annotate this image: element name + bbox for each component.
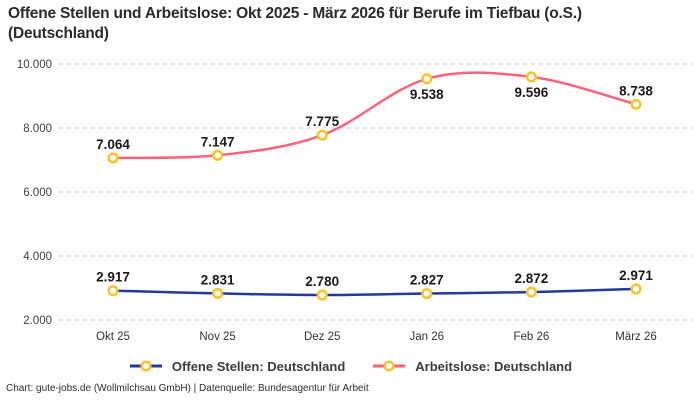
y-axis-tick-label: 10.000: [17, 59, 52, 71]
data-point-label: 2.917: [96, 270, 130, 285]
legend-line-marker-icon: [129, 360, 162, 372]
data-point-label: 2.780: [305, 274, 339, 289]
data-point-label: 7.147: [201, 134, 235, 149]
data-point-label: 2.827: [410, 273, 444, 288]
chart-title-line-2: (Deutschland): [8, 25, 109, 43]
legend-item: Arbeitslose: Deutschland: [371, 359, 572, 374]
chart-title: Offene Stellen und Arbeitslose: Okt 2025…: [8, 4, 668, 45]
data-point-label: 2.872: [515, 271, 549, 286]
legend-label: Arbeitslose: Deutschland: [415, 358, 573, 374]
line-chart: 2.000 4.000 6.000 8.000 10.000 Okt 25 Nov 25 De…: [17, 59, 693, 343]
data-point-marker[interactable]: [212, 287, 224, 299]
chart-title-line-1: Offene Stellen und Arbeitslose: Okt 2025…: [8, 5, 582, 22]
series-line: [111, 71, 638, 160]
x-axis-tick-label: März 26: [615, 331, 657, 343]
data-point-label: 9.596: [515, 85, 549, 100]
legend-label: Offene Stellen: Deutschland: [171, 358, 346, 374]
data-point-label: 2.831: [201, 272, 235, 287]
series-line: [111, 287, 638, 297]
data-point-label: 7.775: [305, 114, 339, 129]
x-axis-tick-label: Nov 25: [199, 331, 235, 343]
data-point-marker[interactable]: [316, 289, 328, 301]
data-point-marker[interactable]: [630, 283, 642, 295]
data-point-marker[interactable]: [525, 286, 537, 298]
x-axis-tick-label: Dez 25: [304, 331, 340, 343]
data-point-marker[interactable]: [421, 73, 433, 85]
data-point-marker[interactable]: [107, 285, 119, 297]
y-axis-tick-label: 6.000: [23, 187, 52, 199]
x-axis-tick-label: Jan 26: [410, 331, 445, 343]
data-point-marker[interactable]: [421, 287, 433, 300]
chart-legend: Offene Stellen: Deutschland Arbeitslose: …: [0, 355, 700, 377]
data-point-marker[interactable]: [630, 98, 642, 110]
chart-credit: Chart: gute-jobs.de (Wollmilchsau GmbH) …: [6, 383, 369, 394]
data-point-label: 8.738: [619, 83, 653, 98]
data-point-label: 7.064: [96, 137, 130, 152]
x-axis-tick-label: Okt 25: [96, 331, 130, 343]
data-point-marker[interactable]: [525, 71, 537, 83]
data-point-marker[interactable]: [316, 129, 328, 141]
data-point-marker[interactable]: [212, 149, 224, 161]
y-axis-tick-label: 4.000: [23, 251, 52, 263]
legend-line-marker-icon: [373, 360, 406, 372]
y-axis-tick-label: 2.000: [23, 315, 52, 327]
legend-item: Offene Stellen: Deutschland: [128, 359, 345, 374]
data-point-label: 2.971: [619, 268, 653, 283]
x-axis-tick-label: Feb 26: [513, 331, 549, 343]
y-axis-tick-label: 8.000: [23, 123, 52, 135]
legend-marker: [383, 360, 395, 372]
legend-marker: [140, 360, 152, 372]
data-point-label: 9.538: [410, 87, 444, 102]
data-point-marker[interactable]: [107, 152, 119, 164]
